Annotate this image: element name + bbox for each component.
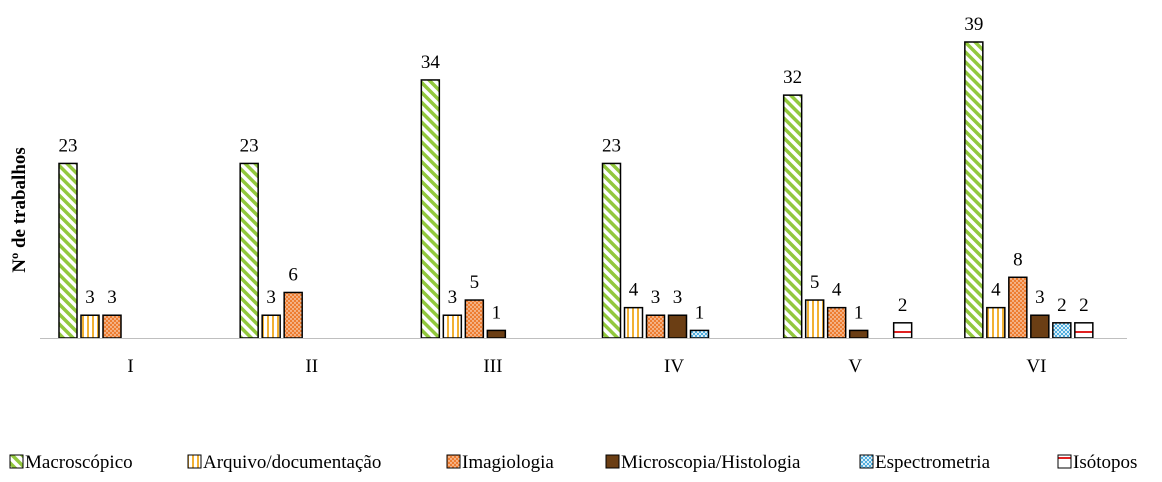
value-label-IV-Arquivo/documentação: 4	[629, 280, 639, 301]
bar-IV-Microscopia/Histologia	[667, 314, 688, 339]
value-label-V-Arquivo/documentação: 5	[810, 272, 820, 293]
legend-label-Arquivo/documentação: Arquivo/documentação	[203, 452, 381, 473]
value-label-II-Macroscópico: 23	[240, 135, 259, 156]
bar-III-Arquivo/documentação	[442, 314, 463, 339]
legend-label-Espectrometria: Espectrometria	[875, 452, 991, 473]
x-axis-ticks: I II III IV V VI	[127, 356, 1046, 377]
value-label-III-Microscopia/Histologia: 1	[492, 302, 502, 323]
legend-swatch-Imagiologia	[446, 454, 461, 469]
bar-V-Macroscópico	[782, 94, 803, 339]
value-label-II-Arquivo/documentação: 3	[266, 287, 276, 308]
value-label-VI-Imagiologia: 8	[1013, 249, 1023, 270]
value-label-V-Macroscópico: 32	[783, 67, 802, 88]
bar-V-Arquivo/documentação	[804, 299, 825, 339]
bar-IV-Imagiologia	[645, 314, 666, 339]
legend: Macroscópico Arquivo/documentação Imagiolo…	[9, 452, 1137, 473]
bar-III-Macroscópico	[420, 79, 441, 339]
bar-I-Macroscópico	[58, 162, 78, 339]
legend-swatch-Arquivo/documentação	[187, 454, 202, 469]
x-tick-label-V: V	[848, 356, 862, 377]
bar-VI-Isótopos	[1074, 322, 1094, 339]
value-label-IV-Microscopia/Histologia: 3	[673, 287, 683, 308]
legend-swatch-Macroscópico	[9, 454, 24, 469]
legend-label-Macroscópico: Macroscópico	[25, 452, 133, 473]
bar-IV-Macroscópico	[601, 162, 622, 339]
value-label-III-Arquivo/documentação: 3	[448, 287, 458, 308]
bar-VI-Imagiologia	[1008, 276, 1028, 339]
value-label-V-Isótopos: 2	[898, 295, 908, 316]
value-label-IV-Macroscópico: 23	[602, 135, 621, 156]
bar-II-Arquivo/documentação	[261, 314, 281, 339]
bar-II-Macroscópico	[239, 162, 259, 339]
value-label-VI-Macroscópico: 39	[964, 14, 983, 35]
x-tick-label-VI: VI	[1026, 356, 1046, 377]
value-label-IV-Imagiologia: 3	[651, 287, 661, 308]
bar-VI-Macroscópico	[964, 41, 984, 339]
bar-III-Microscopia/Histologia	[486, 329, 507, 339]
bar-VI-Microscopia/Histologia	[1030, 314, 1050, 339]
legend-swatch-Isótopos	[1057, 454, 1072, 469]
y-axis-title: Nº de trabalhos	[9, 147, 30, 273]
value-label-VI-Microscopia/Histologia: 3	[1035, 287, 1045, 308]
value-label-II-Imagiologia: 6	[288, 264, 298, 285]
value-label-V-Microscopia/Histologia: 1	[854, 302, 864, 323]
value-label-I-Imagiologia: 3	[107, 287, 117, 308]
bar-I-Arquivo/documentação	[80, 314, 100, 339]
value-label-VI-Isótopos: 2	[1079, 295, 1089, 316]
bar-VI-Espectrometria	[1052, 322, 1072, 339]
legend-label-Imagiologia: Imagiologia	[462, 452, 554, 473]
bar-I-Imagiologia	[102, 314, 122, 339]
bar-II-Imagiologia	[283, 291, 303, 339]
bar-V-Imagiologia	[826, 306, 847, 339]
bar-III-Imagiologia	[464, 299, 485, 339]
legend-label-Isótopos: Isótopos	[1073, 452, 1137, 473]
value-label-VI-Espectrometria: 2	[1057, 295, 1067, 316]
bar-V-Isótopos	[892, 322, 913, 339]
value-label-III-Macroscópico: 34	[421, 52, 441, 73]
x-tick-label-I: I	[127, 356, 133, 377]
bar-IV-Arquivo/documentação	[623, 306, 644, 339]
value-label-I-Arquivo/documentação: 3	[85, 287, 95, 308]
bar-IV-Espectrometria	[689, 329, 710, 339]
legend-swatch-Espectrometria	[859, 454, 874, 469]
value-label-IV-Espectrometria: 1	[695, 302, 705, 323]
bar-V-Microscopia/Histologia	[848, 329, 869, 339]
value-label-VI-Arquivo/documentação: 4	[991, 280, 1001, 301]
x-tick-label-II: II	[305, 356, 318, 377]
bar-VI-Arquivo/documentação	[986, 306, 1006, 339]
x-tick-label-III: III	[483, 356, 502, 377]
legend-label-Microscopia/Histologia: Microscopia/Histologia	[621, 452, 801, 473]
value-label-III-Imagiologia: 5	[470, 272, 480, 293]
x-tick-label-IV: IV	[664, 356, 684, 377]
value-label-I-Macroscópico: 23	[59, 135, 78, 156]
value-label-V-Imagiologia: 4	[832, 280, 842, 301]
bars-layer	[58, 41, 1094, 339]
legend-swatch-Microscopia/Histologia	[605, 454, 620, 469]
